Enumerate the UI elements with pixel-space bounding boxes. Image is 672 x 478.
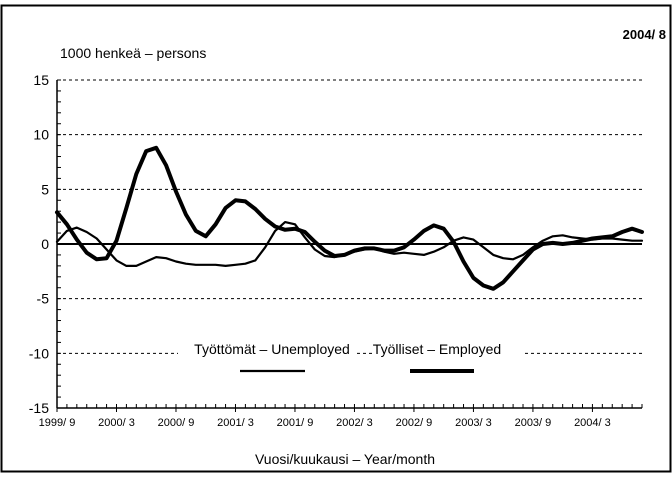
- y-tick-label: 5: [41, 181, 49, 197]
- x-axis-label: Vuosi/kuukausi – Year/month: [255, 451, 435, 467]
- y-tick-label: -15: [29, 400, 49, 416]
- x-tick-label: 2001/ 9: [277, 417, 314, 429]
- x-tick-label: 2004/ 3: [574, 417, 611, 429]
- y-tick-label: -5: [37, 291, 50, 307]
- x-tick-label: 2003/ 9: [515, 417, 552, 429]
- legend-employed-label: Työlliset – Employed: [373, 341, 501, 357]
- x-tick-label: 1999/ 9: [39, 417, 76, 429]
- x-tick-label: 2000/ 3: [98, 417, 135, 429]
- x-tick-label: 2002/ 9: [396, 417, 433, 429]
- x-tick-label: 2003/ 3: [455, 417, 492, 429]
- x-tick-label: 2001/ 3: [217, 417, 254, 429]
- y-tick-label: 0: [41, 236, 49, 252]
- y-tick-label: 15: [33, 72, 49, 88]
- date-stamp: 2004/ 8: [623, 27, 666, 42]
- x-tick-label: 2000/ 9: [158, 417, 195, 429]
- y-axis-label: 1000 henkeä – persons: [60, 45, 206, 61]
- chart-frame: [2, 6, 671, 472]
- y-tick-label: 10: [33, 127, 49, 143]
- legend-unemployed-label: Työttömät – Unemployed: [194, 341, 350, 357]
- x-tick-label: 2002/ 3: [336, 417, 373, 429]
- y-tick-label: -10: [29, 345, 49, 361]
